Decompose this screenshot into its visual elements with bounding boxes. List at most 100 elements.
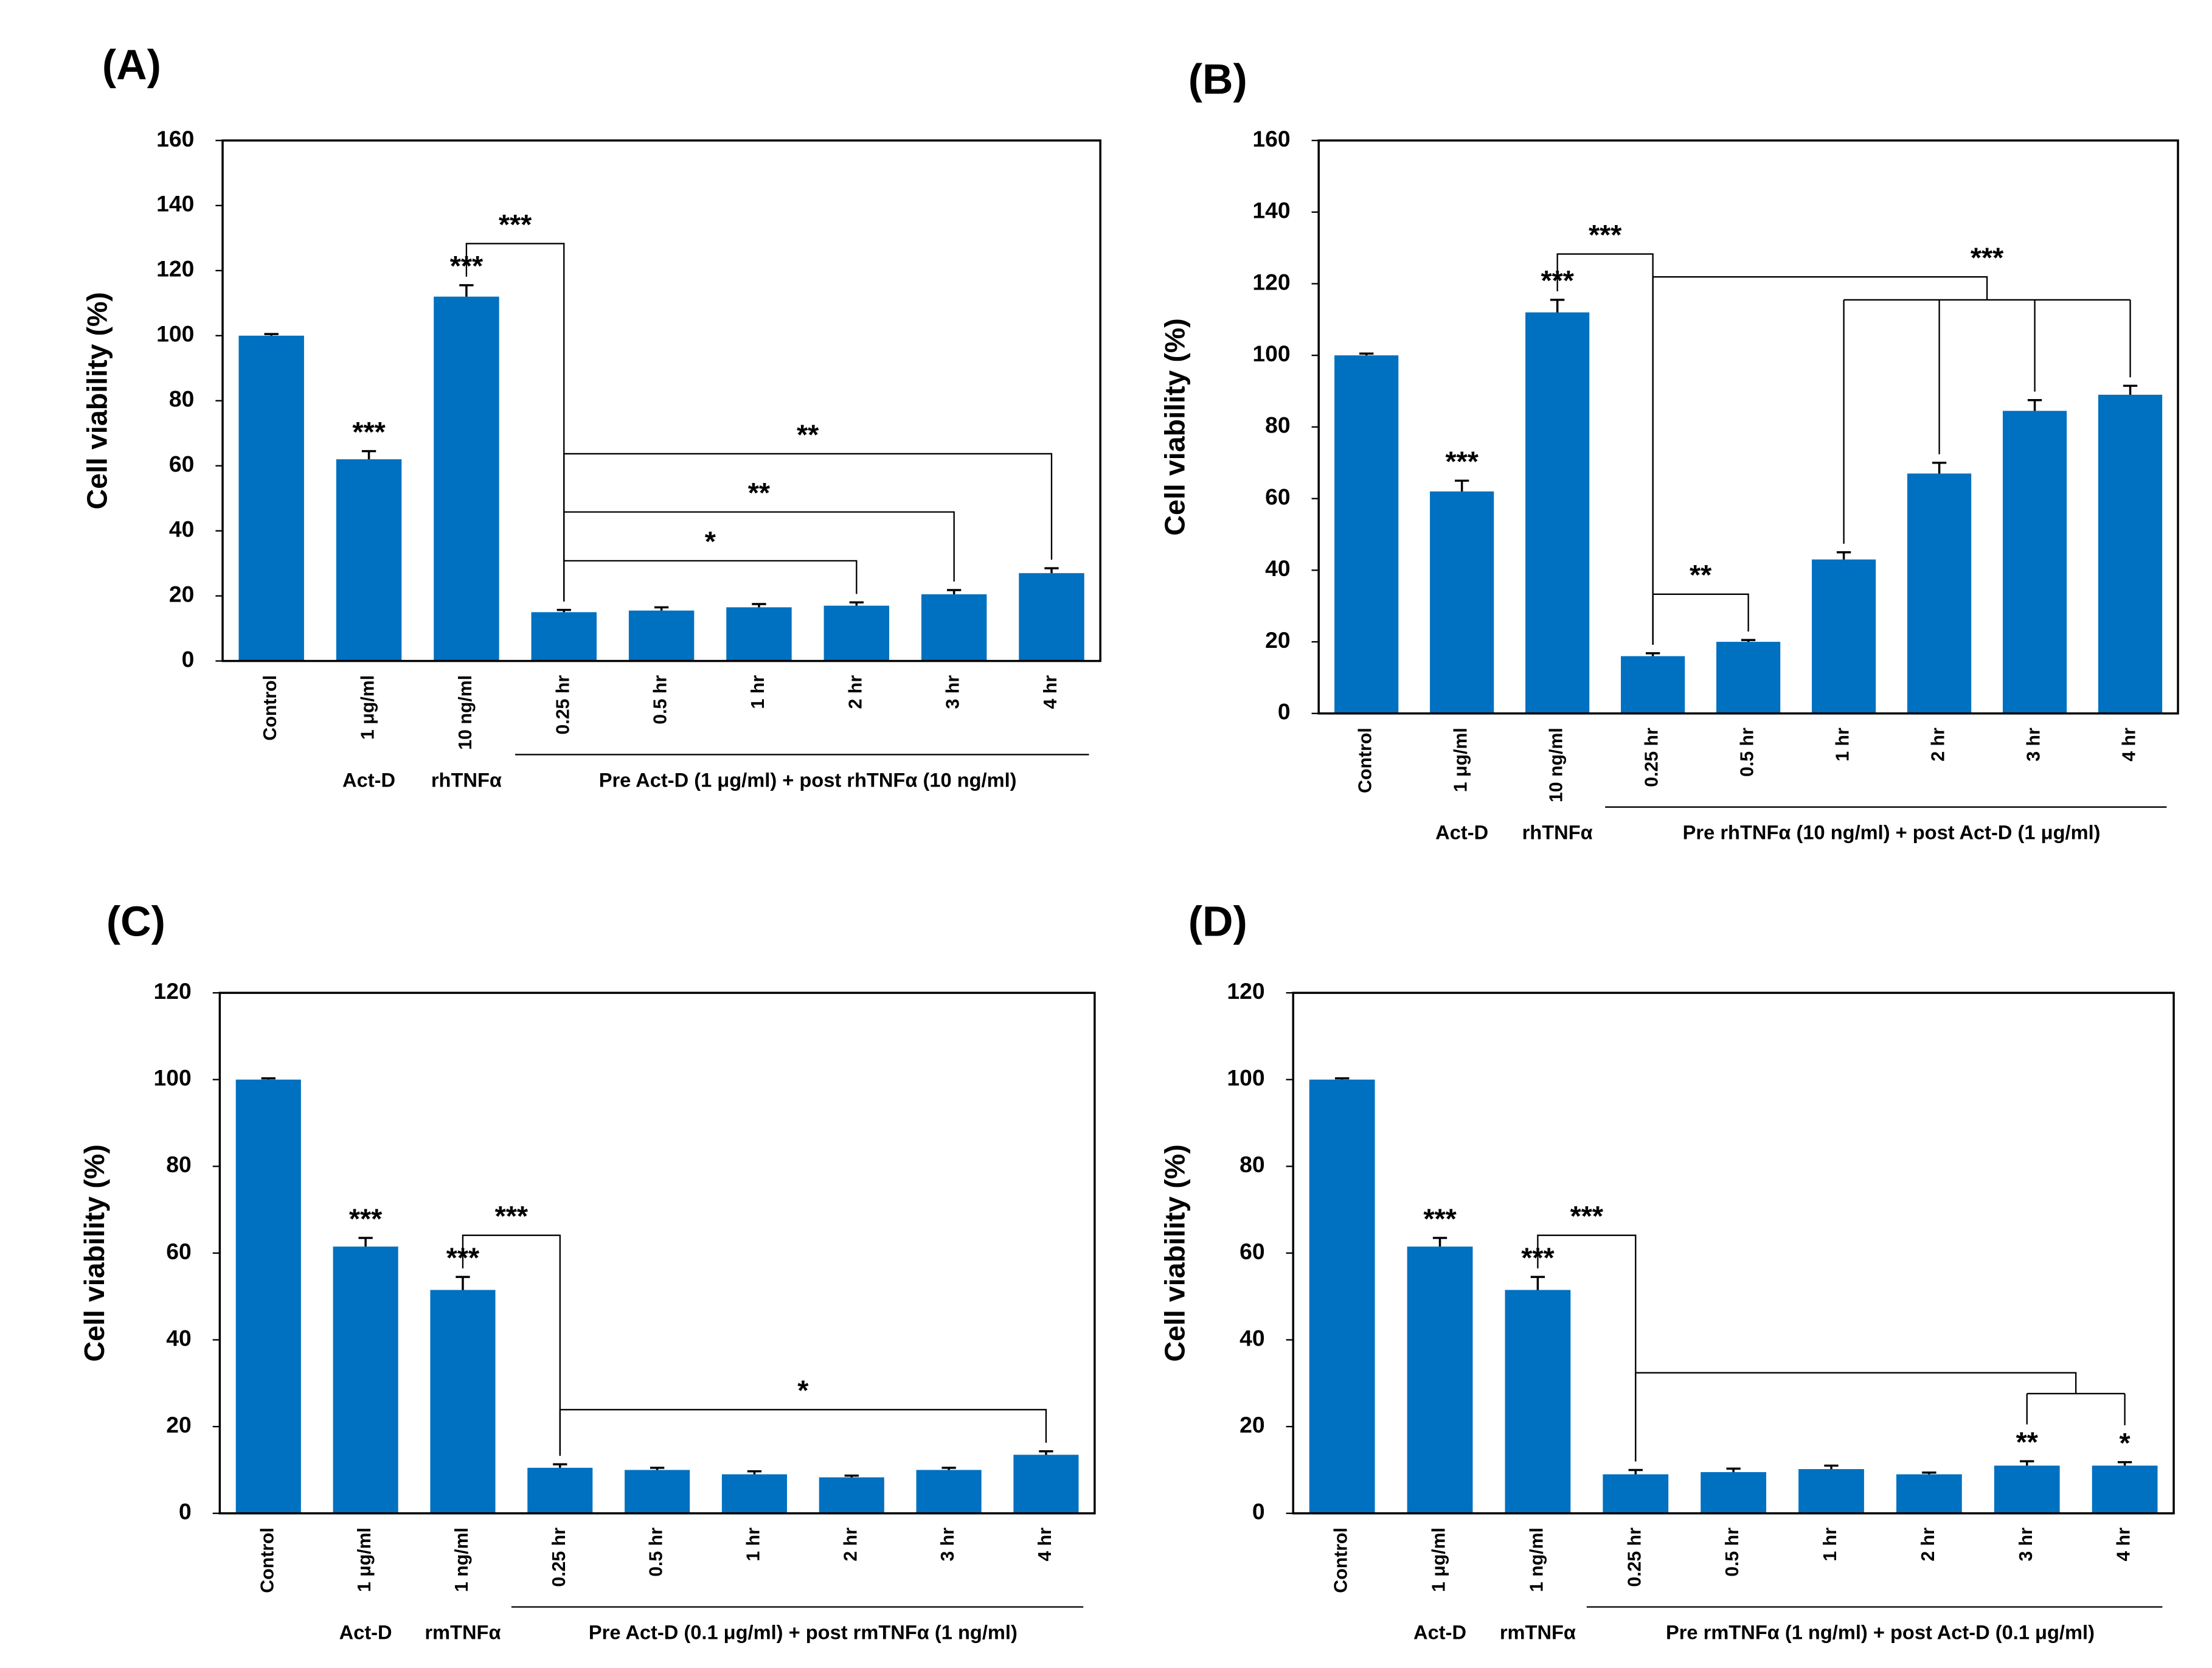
- error-bar: [553, 1463, 567, 1468]
- error-bar: [1836, 551, 1851, 560]
- x-tick-label: Control: [260, 675, 280, 741]
- x-tick-label: 1 ng/ml: [1527, 1527, 1547, 1592]
- bracket-label: ***: [495, 1200, 529, 1232]
- error-bar: [1741, 639, 1756, 642]
- y-tick-label: 120: [156, 256, 194, 282]
- group-label: Pre Act-D (1 μg/ml) + post rhTNFα (10 ng…: [599, 768, 1017, 791]
- y-tick-label: 60: [166, 1239, 192, 1264]
- y-tick-label: 120: [1252, 269, 1290, 294]
- x-tick-label: 3 hr: [2016, 1527, 2036, 1562]
- x-tick-label: 10 ng/ml: [1547, 728, 1567, 802]
- group-label: Act-D: [339, 1621, 392, 1644]
- error-bar: [844, 1474, 859, 1478]
- error-bar: [261, 1077, 276, 1080]
- group-label: Act-D: [1435, 821, 1488, 844]
- bar: [1603, 1474, 1669, 1513]
- bracket-label: ***: [1570, 1200, 1604, 1232]
- error-bar: [946, 589, 962, 594]
- y-tick-label: 20: [1239, 1412, 1264, 1437]
- error-bar: [752, 603, 766, 608]
- error-bar: [358, 1237, 373, 1247]
- bar: [430, 1290, 496, 1513]
- error-bar: [1359, 352, 1374, 356]
- bracket-label: **: [797, 419, 819, 450]
- bar: [1907, 473, 1972, 714]
- error-bar: [456, 1276, 470, 1290]
- bar: [625, 1470, 690, 1513]
- x-tick-label: 1 ng/ml: [452, 1527, 472, 1592]
- significance-label: ***: [1445, 446, 1479, 478]
- y-tick-label: 20: [1265, 627, 1291, 653]
- x-tick-label: 4 hr: [1041, 675, 1061, 709]
- plot-frame: [1317, 139, 2179, 715]
- y-tick-label: 100: [1252, 341, 1290, 366]
- bracket-label: *: [797, 1375, 809, 1406]
- y-tick-label: 20: [169, 581, 195, 606]
- error-bar: [1432, 1237, 1448, 1247]
- x-tick-label: 1 μg/ml: [355, 1527, 375, 1592]
- x-tick-label: 1 μg/ml: [1451, 728, 1471, 792]
- significance-label: **: [2016, 1426, 2039, 1458]
- error-bar: [650, 1467, 665, 1470]
- y-tick-label: 120: [1227, 978, 1264, 1004]
- bar: [1407, 1246, 1473, 1513]
- bracket: [563, 453, 1053, 602]
- bracket-line: [559, 1409, 1047, 1456]
- bracket-label: **: [748, 477, 771, 509]
- error-bar: [1628, 1468, 1643, 1475]
- bar: [531, 612, 597, 661]
- bar: [1019, 573, 1084, 661]
- x-tick-label: 1 hr: [1820, 1527, 1840, 1562]
- bracket: [1635, 1372, 2126, 1462]
- significance-label: ***: [349, 1203, 383, 1234]
- y-tick-label: 0: [182, 646, 195, 672]
- bar: [2098, 394, 2163, 714]
- bar: [434, 296, 499, 661]
- x-tick-label: 1 μg/ml: [358, 675, 378, 740]
- error-bar: [1726, 1467, 1741, 1473]
- y-tick-label: 160: [156, 126, 194, 151]
- y-axis-label: Cell viability (%): [1159, 1144, 1190, 1361]
- error-bar: [1335, 1077, 1350, 1080]
- bar: [921, 594, 987, 661]
- x-tick-label: 10 ng/ml: [456, 675, 476, 750]
- x-tick-label: 0.25 hr: [553, 675, 573, 735]
- bar: [333, 1246, 398, 1513]
- group-label: Act-D: [1413, 1621, 1466, 1644]
- bar: [916, 1470, 982, 1513]
- bar: [336, 459, 402, 661]
- bracket-line: [563, 560, 858, 602]
- bracket-line: [563, 453, 1053, 602]
- error-bar: [1645, 652, 1660, 656]
- group-label: rhTNFα: [1522, 821, 1593, 844]
- panel: (D) Cell viability (%) 0 20 40 60 80 100 120 Cont…: [1159, 898, 2175, 1644]
- x-tick-label: 3 hr: [2024, 728, 2044, 762]
- y-tick-label: 80: [1239, 1152, 1264, 1177]
- x-tick-label: 0.25 hr: [1624, 1527, 1645, 1587]
- error-bar: [1530, 1276, 1545, 1290]
- x-tick-label: 1 μg/ml: [1429, 1527, 1449, 1592]
- y-tick-label: 60: [1265, 484, 1291, 509]
- x-tick-label: 0.5 hr: [1722, 1527, 1742, 1577]
- significance-label: ***: [352, 416, 386, 448]
- plot-frame: [221, 139, 1101, 662]
- bracket-label: *: [705, 526, 716, 557]
- x-tick-label: 4 hr: [1035, 1527, 1055, 1562]
- y-tick-label: 0: [179, 1499, 192, 1524]
- y-axis-label: Cell viability (%): [81, 292, 113, 509]
- y-tick-label: 160: [1252, 126, 1290, 151]
- bar: [1994, 1465, 2060, 1513]
- bracket-label: **: [1690, 559, 1712, 591]
- error-bar: [1932, 462, 1947, 474]
- error-bar: [2020, 1460, 2034, 1466]
- bracket: [462, 1234, 561, 1456]
- bar: [721, 1474, 787, 1513]
- x-tick-label: 0.5 hr: [647, 1527, 667, 1577]
- error-bar: [849, 601, 864, 606]
- group-label: Pre Act-D (0.1 μg/ml) + post rmTNFα (1 n…: [589, 1621, 1018, 1644]
- y-tick-label: 20: [166, 1412, 192, 1437]
- group-label: rmTNFα: [1500, 1621, 1576, 1644]
- panel-label: (C): [106, 898, 165, 945]
